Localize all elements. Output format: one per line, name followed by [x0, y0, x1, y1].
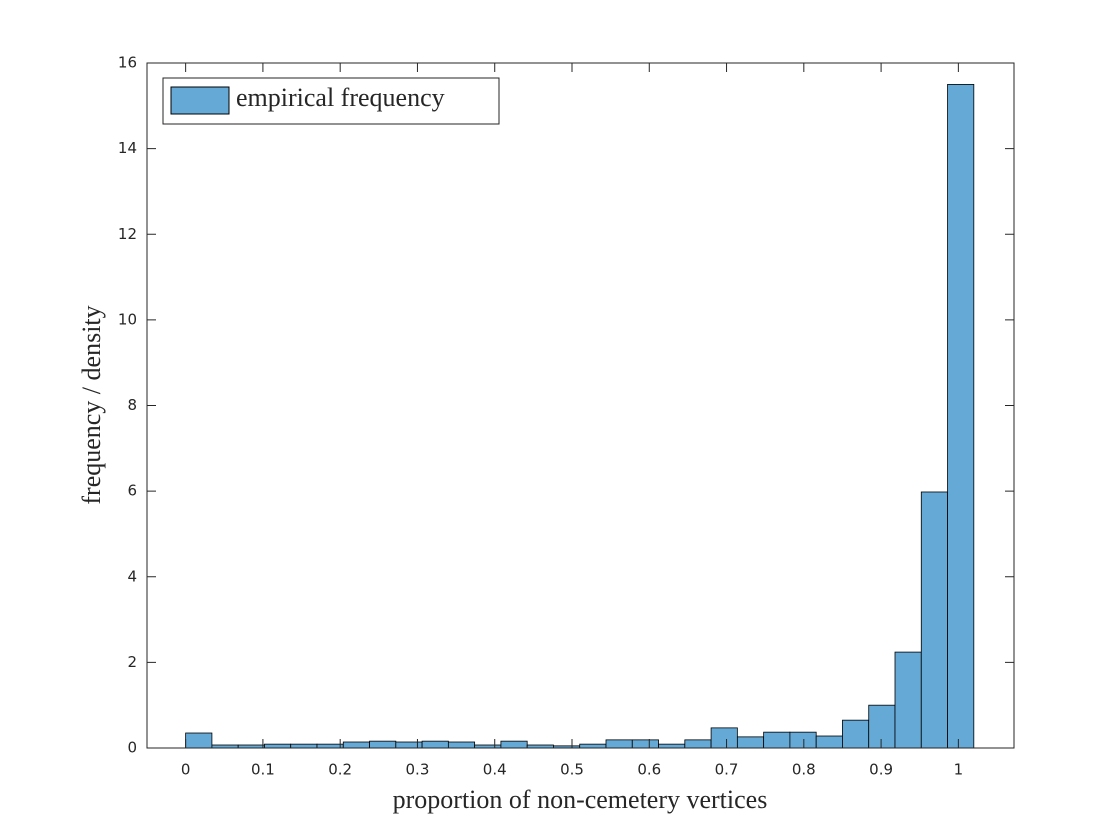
- y-tick-label: 10: [118, 310, 137, 328]
- x-tick-label: 0: [181, 761, 191, 779]
- bar: [605, 739, 633, 749]
- legend-label: empirical frequency: [236, 83, 445, 112]
- bar: [947, 84, 975, 749]
- y-tick-label: 2: [127, 653, 137, 671]
- bar: [868, 704, 896, 749]
- bar: [579, 743, 607, 749]
- bar: [290, 743, 318, 749]
- x-tick-label: 0.4: [483, 761, 507, 779]
- x-tick-label: 0.3: [406, 761, 430, 779]
- bar: [842, 719, 870, 749]
- x-tick-label: 0.1: [251, 761, 275, 779]
- plot-area: [185, 84, 975, 749]
- x-tick-label: 0.6: [637, 761, 661, 779]
- x-axis-label: proportion of non-cemetery vertices: [393, 785, 768, 814]
- y-tick-label: 8: [127, 396, 137, 414]
- legend: empirical frequency: [162, 77, 500, 125]
- y-axis-label: frequency / density: [77, 305, 106, 504]
- bar: [710, 727, 738, 749]
- bar: [264, 743, 292, 749]
- bar: [658, 743, 686, 749]
- bar: [342, 741, 370, 749]
- y-tick-label: 6: [127, 482, 137, 500]
- x-tick-label: 0.2: [328, 761, 352, 779]
- bar: [736, 736, 765, 749]
- bar: [684, 739, 712, 749]
- x-tick-label: 0.7: [715, 761, 739, 779]
- x-tick-label: 0.5: [560, 761, 584, 779]
- bar: [631, 739, 659, 749]
- bar: [815, 735, 843, 749]
- bar: [421, 740, 449, 749]
- bar: [395, 741, 423, 749]
- bar: [763, 731, 791, 749]
- x-tick-label: 0.9: [869, 761, 893, 779]
- bar: [500, 740, 528, 749]
- y-tick-label: 14: [118, 139, 137, 157]
- bar: [369, 740, 397, 749]
- bar: [789, 731, 817, 749]
- y-tick-label: 0: [127, 739, 137, 757]
- legend-swatch: [170, 86, 230, 115]
- y-tick-label: 4: [127, 567, 137, 585]
- bar: [316, 743, 344, 749]
- x-tick-label: 1: [954, 761, 964, 779]
- x-tick-label: 0.8: [792, 761, 816, 779]
- bar: [185, 732, 213, 749]
- y-tick-label: 16: [118, 54, 137, 72]
- bar: [920, 491, 948, 749]
- bar: [447, 741, 476, 749]
- y-tick-label: 12: [118, 225, 137, 243]
- bar: [894, 651, 922, 749]
